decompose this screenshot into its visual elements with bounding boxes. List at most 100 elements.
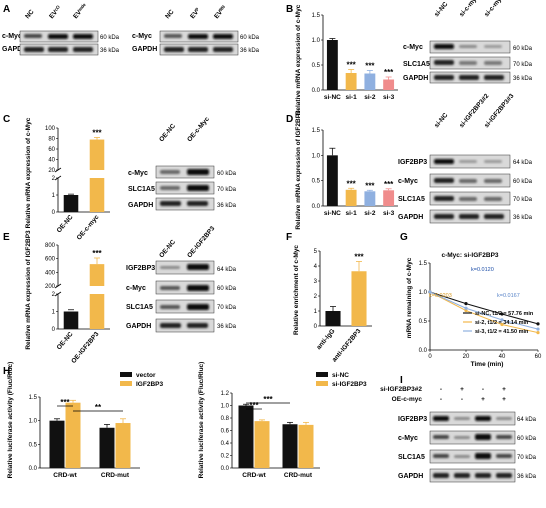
blot-band bbox=[434, 60, 454, 65]
category-label: CRD-wt bbox=[53, 472, 77, 479]
x-tick-label: 60 bbox=[535, 354, 542, 360]
y-tick-label: 2 bbox=[314, 294, 318, 300]
significance-label: *** bbox=[346, 179, 356, 188]
band-label: IGF2BP3 bbox=[398, 159, 427, 166]
y-tick-label: 0 bbox=[314, 324, 318, 330]
y-tick-label: 0.2 bbox=[221, 454, 230, 460]
legend-swatch bbox=[120, 372, 132, 377]
kda-label: 60 kDa bbox=[240, 35, 260, 41]
lane-label: EVᴿᴺ bbox=[213, 5, 228, 21]
significance-label: *** bbox=[60, 398, 70, 407]
kda-label: 70 kDa bbox=[513, 197, 533, 203]
blot-band bbox=[187, 323, 208, 328]
legend-label: vector bbox=[136, 372, 156, 379]
y-tick-label: 1.0 bbox=[312, 38, 321, 44]
y-tick-label: 800 bbox=[45, 243, 56, 249]
kda-label: 36 kDa bbox=[513, 215, 533, 221]
band-label: SLC1A5 bbox=[398, 196, 425, 203]
chart-h2: 0.0 0.2 0.4 0.6 0.8 1.0 1.2 CRD-wt CRD-mut si-NC s… bbox=[221, 372, 367, 479]
blot-band bbox=[24, 47, 44, 52]
kda-label: 36 kDa bbox=[517, 474, 537, 480]
y-tick-label: 4 bbox=[314, 264, 318, 270]
y-tick-label: 1.5 bbox=[312, 128, 321, 134]
legend-label: si-NC, t1/2 = 57.76 min bbox=[475, 311, 534, 317]
y-tick-label: 2 bbox=[52, 176, 56, 182]
blot-band bbox=[459, 214, 479, 219]
legend-swatch bbox=[316, 372, 328, 377]
blot-band bbox=[187, 169, 209, 175]
category-label: si-2 bbox=[364, 210, 376, 217]
blot-a-left: NC EVᶜᴼ EVᵐᵈᵉ c-Myc GAPDH 60 kDa 36 kDa bbox=[2, 2, 120, 56]
category-label: CRD-mut bbox=[284, 472, 313, 479]
chart-e: 0 1 2 200 400 600 800 OE-NC *** OE-IGF2BP3 bbox=[45, 243, 110, 365]
legend-swatch bbox=[120, 381, 132, 386]
blot-band bbox=[475, 453, 491, 459]
y-tick-label: 0.5 bbox=[29, 442, 38, 448]
lane-label: NC bbox=[24, 8, 36, 20]
bar bbox=[238, 405, 254, 468]
lane-label: EVᴾ bbox=[189, 7, 202, 20]
blot-band bbox=[484, 45, 502, 48]
bar bbox=[89, 264, 105, 286]
k-label: k=0.0120 bbox=[471, 267, 494, 273]
bar bbox=[254, 421, 270, 468]
kda-label: 70 kDa bbox=[217, 187, 237, 193]
significance-label: *** bbox=[346, 61, 356, 70]
blot-band bbox=[187, 201, 208, 206]
y-tick-label: 1 bbox=[314, 309, 318, 315]
blot-band bbox=[73, 47, 93, 52]
condition-label: si-IGF2BP3#2 bbox=[380, 386, 422, 393]
kda-label: 60 kDa bbox=[513, 46, 533, 52]
blot-band bbox=[496, 473, 512, 478]
y-tick-label: 0.0 bbox=[419, 348, 428, 354]
kda-label: 64 kDa bbox=[217, 267, 237, 273]
y-tick-label: 1.0 bbox=[312, 153, 321, 159]
kda-label: 36 kDa bbox=[217, 203, 237, 209]
bar bbox=[345, 73, 357, 90]
blot-strip bbox=[429, 411, 516, 426]
y-tick-label: 0.5 bbox=[312, 63, 321, 69]
blot-band bbox=[434, 44, 454, 49]
blot-band bbox=[188, 47, 208, 52]
band-label: SLC1A5 bbox=[126, 304, 153, 311]
chart-c: 0 1 2 20 40 60 80 100 OE-NC *** OE-c-myc bbox=[45, 126, 110, 242]
y-tick-label: 0.5 bbox=[312, 179, 321, 185]
series-line bbox=[429, 291, 539, 330]
data-point bbox=[464, 308, 468, 313]
bar bbox=[345, 189, 357, 206]
blot-band bbox=[187, 304, 209, 310]
blot-band bbox=[433, 416, 449, 421]
significance-label: *** bbox=[365, 62, 375, 71]
panel-letter-b: B bbox=[286, 4, 293, 15]
bar bbox=[364, 73, 376, 90]
y-tick-label: 400 bbox=[45, 270, 56, 276]
blot-band bbox=[213, 47, 233, 52]
band-label: c-Myc bbox=[398, 435, 418, 442]
y-tick-label: 1.5 bbox=[312, 13, 321, 19]
chart-b: 0.0 0.5 1.0 1.5 si-NC *** si-1 *** si-2 *** si-3 bbox=[312, 13, 398, 101]
blot-i: si-IGF2BP3#2 OE-c-myc - + - + - - + + IG… bbox=[380, 386, 537, 483]
blot-band bbox=[164, 47, 184, 52]
blot-band bbox=[160, 170, 180, 174]
blot-band bbox=[160, 266, 180, 269]
band-label: c-Myc bbox=[2, 33, 22, 40]
blot-strip bbox=[155, 318, 215, 333]
blot-band bbox=[48, 34, 68, 39]
kda-label: 60 kDa bbox=[513, 179, 533, 185]
band-label: c-Myc bbox=[398, 178, 418, 185]
blot-band bbox=[496, 454, 512, 458]
category-label: si-3 bbox=[383, 210, 395, 217]
category-label: si-1 bbox=[346, 210, 358, 217]
blot-band bbox=[459, 160, 477, 163]
category-label: si-3 bbox=[383, 94, 395, 101]
band-label: GAPDH bbox=[403, 75, 428, 82]
significance-label: *** bbox=[384, 68, 394, 77]
y-tick-label: 0.0 bbox=[221, 466, 230, 472]
bar bbox=[364, 191, 376, 206]
blot-band bbox=[24, 34, 42, 38]
kda-label: 36 kDa bbox=[100, 48, 120, 54]
blot-band bbox=[434, 196, 454, 201]
band-label: SLC1A5 bbox=[403, 61, 430, 68]
kda-label: 36 kDa bbox=[513, 76, 533, 82]
kda-label: 36 kDa bbox=[240, 48, 260, 54]
